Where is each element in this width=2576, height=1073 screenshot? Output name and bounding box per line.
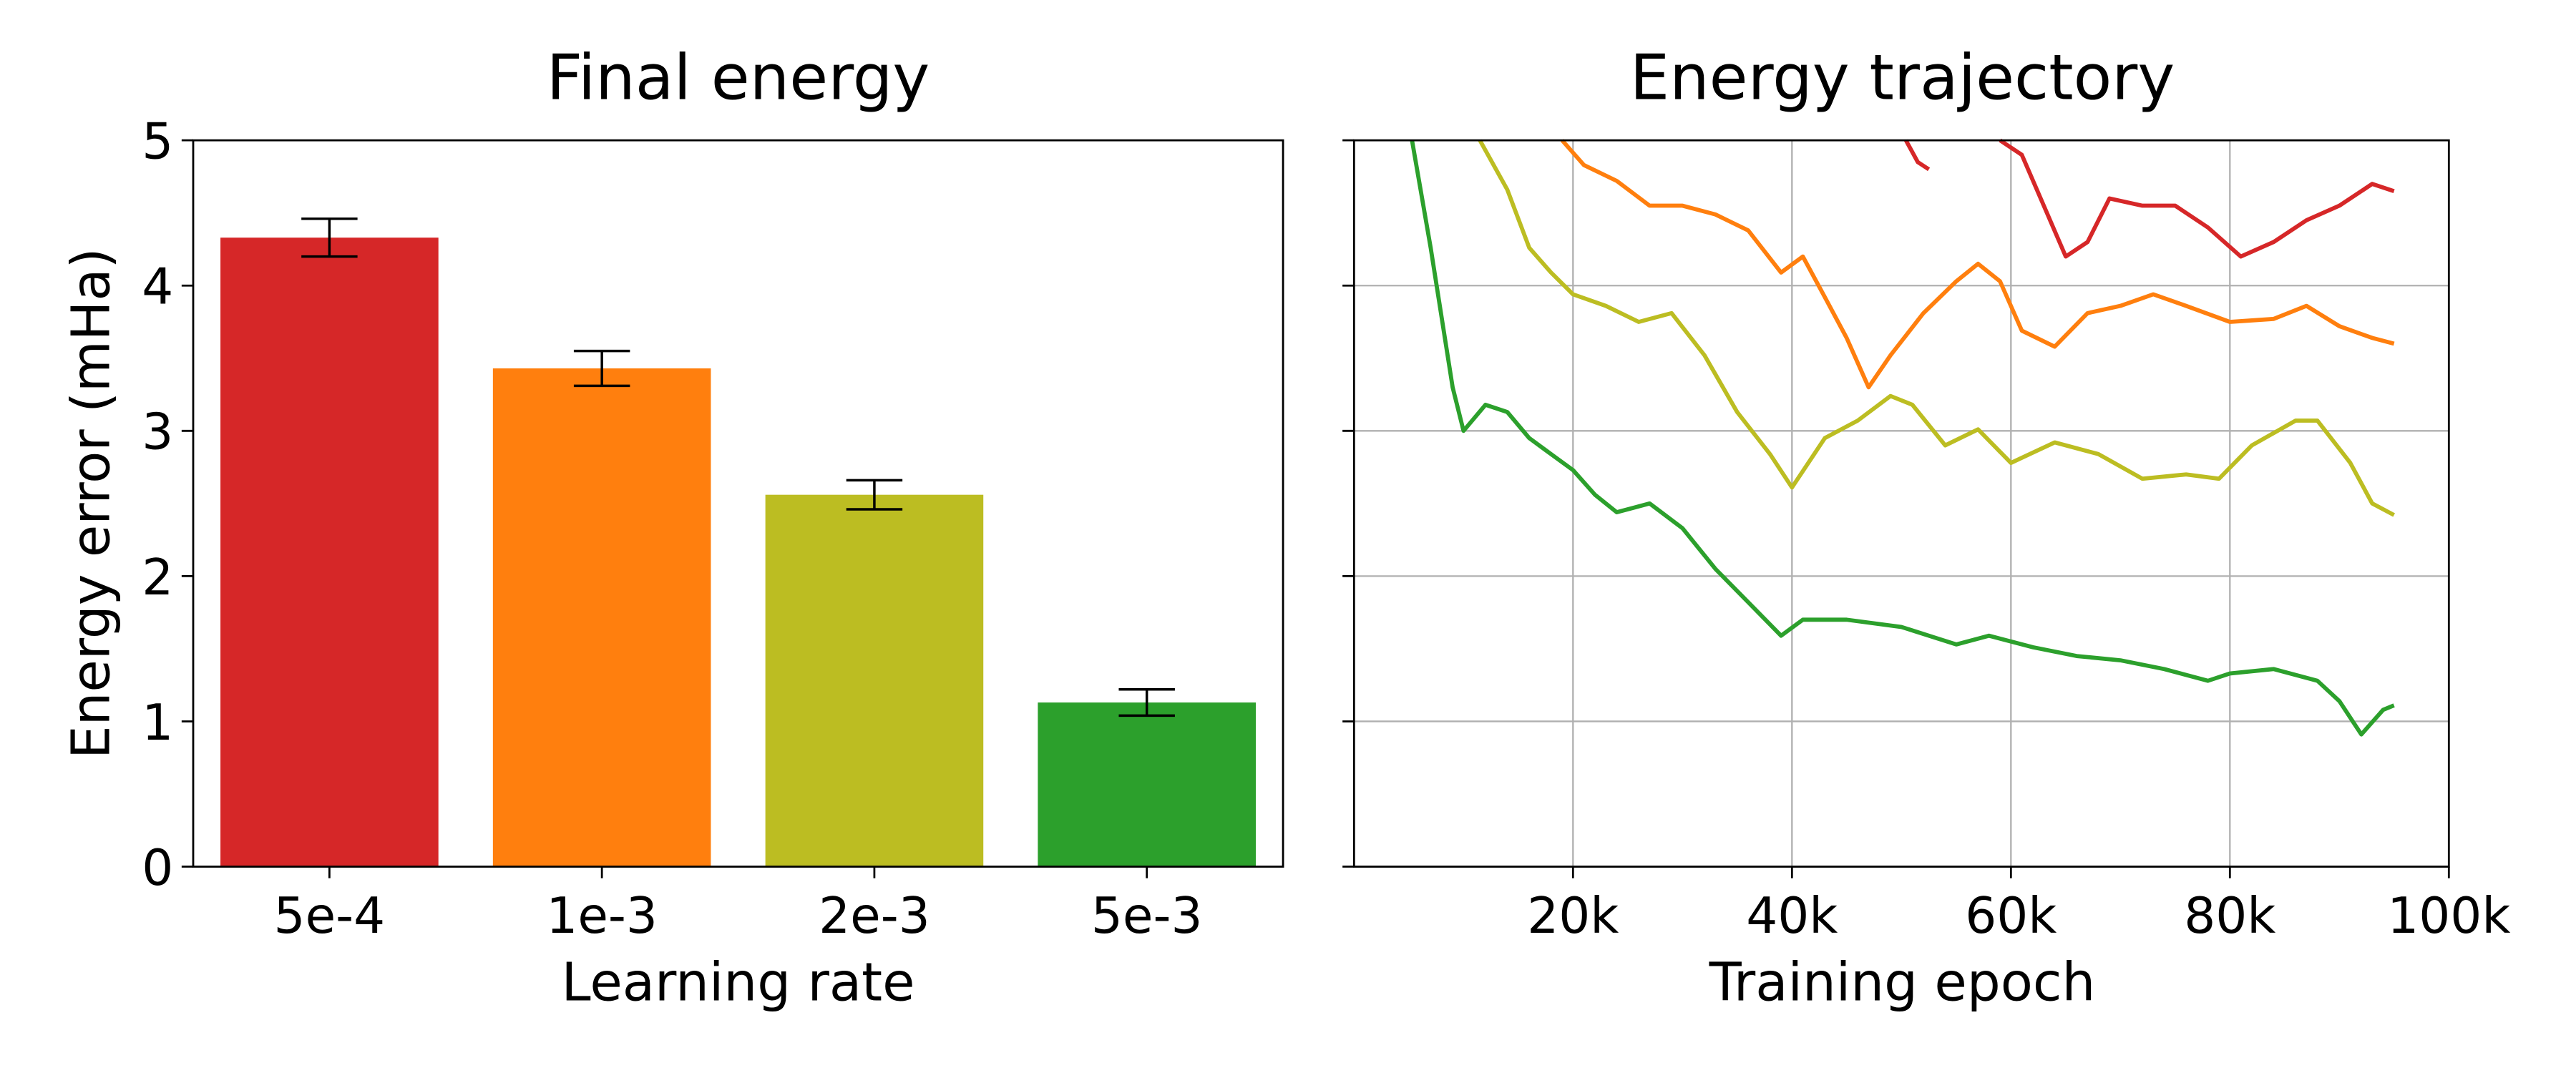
bar — [1038, 702, 1256, 867]
series-line — [1478, 139, 2396, 517]
x-tick-label: 80k — [2184, 888, 2275, 945]
y-tick-label: 0 — [142, 840, 173, 897]
x-tick-label: 60k — [1965, 888, 2057, 945]
series-line — [1560, 139, 2395, 390]
x-tick-label: 2e-3 — [819, 888, 930, 945]
x-tick-label: 20k — [1527, 888, 1619, 945]
series-line — [1904, 138, 2395, 259]
x-tick-label: 5e-3 — [1091, 888, 1203, 945]
y-tick-label: 2 — [142, 549, 173, 607]
x-tick-label: 40k — [1746, 888, 1838, 945]
x-tick-label: 5e-4 — [274, 888, 386, 945]
chart-title: Energy trajectory — [1630, 41, 2175, 114]
y-axis-label: Energy error (mHa) — [60, 248, 122, 759]
series-line — [1410, 139, 2395, 737]
x-axis-label: Training epoch — [1709, 951, 2096, 1013]
y-tick-label: 1 — [142, 695, 173, 752]
x-tick-label: 100k — [2387, 888, 2510, 945]
x-axis-label: Learning rate — [562, 951, 915, 1013]
bar — [220, 237, 439, 867]
y-tick-label: 3 — [142, 404, 173, 461]
bar — [765, 494, 984, 867]
bar — [492, 368, 711, 867]
y-tick-label: 5 — [142, 114, 173, 171]
x-tick-label: 1e-3 — [546, 888, 658, 945]
axes-frame — [1352, 139, 2450, 868]
y-tick-label: 4 — [142, 259, 173, 316]
chart-title: Final energy — [547, 41, 930, 114]
axes-frame — [192, 139, 1284, 868]
